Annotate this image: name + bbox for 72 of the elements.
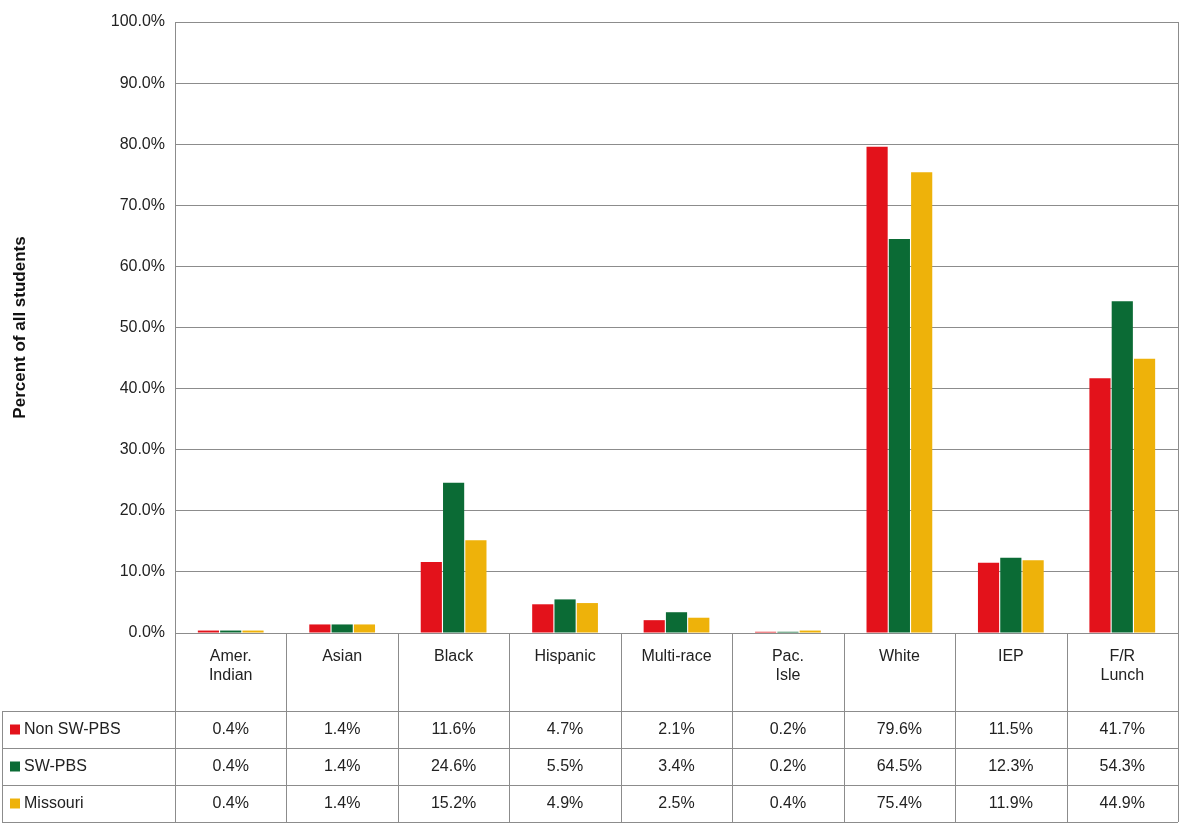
- bar: [911, 172, 933, 633]
- bar: [1111, 301, 1133, 633]
- x-tick-label: F/R Lunch: [1100, 647, 1145, 684]
- data-label: 1.4%: [323, 719, 361, 737]
- data-label: 64.5%: [876, 756, 923, 774]
- data-label: 5.5%: [546, 756, 584, 774]
- x-tick-label: White: [878, 647, 920, 665]
- bar: [309, 624, 331, 633]
- data-label: 2.5%: [658, 793, 695, 811]
- y-tick-label: 100.0%: [110, 12, 165, 30]
- x-tick-label: Black: [434, 647, 475, 665]
- legend-label: Missouri: [24, 793, 84, 811]
- bar: [532, 604, 554, 633]
- data-label: 4.7%: [546, 719, 584, 737]
- x-tick-label: Pac. Isle: [771, 647, 804, 684]
- data-label: 0.4%: [212, 793, 249, 811]
- y-tick-label: 0.0%: [128, 623, 165, 641]
- x-tick-label: IEP: [997, 647, 1024, 665]
- data-label: 1.4%: [323, 756, 361, 774]
- y-tick-label: 10.0%: [119, 562, 165, 580]
- y-tick-label: 80.0%: [119, 134, 165, 152]
- x-tick-label: Multi-race: [641, 647, 712, 665]
- bar: [576, 603, 598, 633]
- data-label: 75.4%: [876, 793, 923, 811]
- data-label: 41.7%: [1099, 719, 1145, 737]
- y-axis-title: Percent of all students: [9, 236, 29, 419]
- bar: [866, 146, 888, 633]
- data-label: 0.4%: [212, 756, 249, 774]
- data-label: 0.4%: [212, 719, 249, 737]
- bar: [688, 617, 710, 633]
- data-label: 79.6%: [876, 719, 923, 737]
- bar: [665, 612, 688, 633]
- bar: [977, 562, 1000, 633]
- y-tick-label: 40.0%: [119, 379, 165, 397]
- bar: [888, 238, 910, 633]
- legend-label: Non SW-PBS: [24, 719, 121, 737]
- data-label: 3.4%: [658, 756, 695, 774]
- bar: [1133, 358, 1156, 633]
- data-label: 11.9%: [988, 793, 1033, 811]
- legend-label: SW-PBS: [24, 756, 87, 774]
- data-label: 24.6%: [430, 756, 477, 774]
- y-tick-label: 90.0%: [119, 73, 165, 91]
- y-tick-label: 50.0%: [119, 317, 165, 335]
- bar: [554, 599, 576, 633]
- y-tick-label: 30.0%: [119, 440, 165, 458]
- data-label: 2.1%: [658, 719, 695, 737]
- y-tick-label: 20.0%: [119, 501, 165, 519]
- data-label: 15.2%: [430, 793, 477, 811]
- bar: [465, 540, 487, 633]
- y-tick-label: 70.0%: [119, 195, 165, 213]
- bar: [1022, 560, 1044, 633]
- y-tick-label: 60.0%: [119, 256, 165, 274]
- data-label: 0.2%: [769, 719, 807, 737]
- data-label: 1.4%: [323, 793, 361, 811]
- data-label: 54.3%: [1099, 756, 1145, 774]
- data-label: 12.3%: [988, 756, 1034, 774]
- x-tick-label: Hispanic: [534, 647, 596, 665]
- data-label: 0.2%: [769, 756, 807, 774]
- data-label: 0.4%: [769, 793, 807, 811]
- bar: [1000, 557, 1022, 633]
- bar: [331, 624, 353, 633]
- bar: [353, 624, 376, 633]
- data-label: 11.6%: [431, 719, 476, 737]
- bar: [1089, 378, 1111, 633]
- bar: [420, 562, 442, 633]
- bar: [443, 482, 465, 633]
- x-tick-label: Asian: [322, 647, 363, 665]
- data-label: 44.9%: [1099, 793, 1145, 811]
- data-label: 4.9%: [546, 793, 584, 811]
- x-tick-label: Amer. Indian: [208, 647, 253, 684]
- data-label: 11.5%: [988, 719, 1033, 737]
- bar: [643, 620, 665, 633]
